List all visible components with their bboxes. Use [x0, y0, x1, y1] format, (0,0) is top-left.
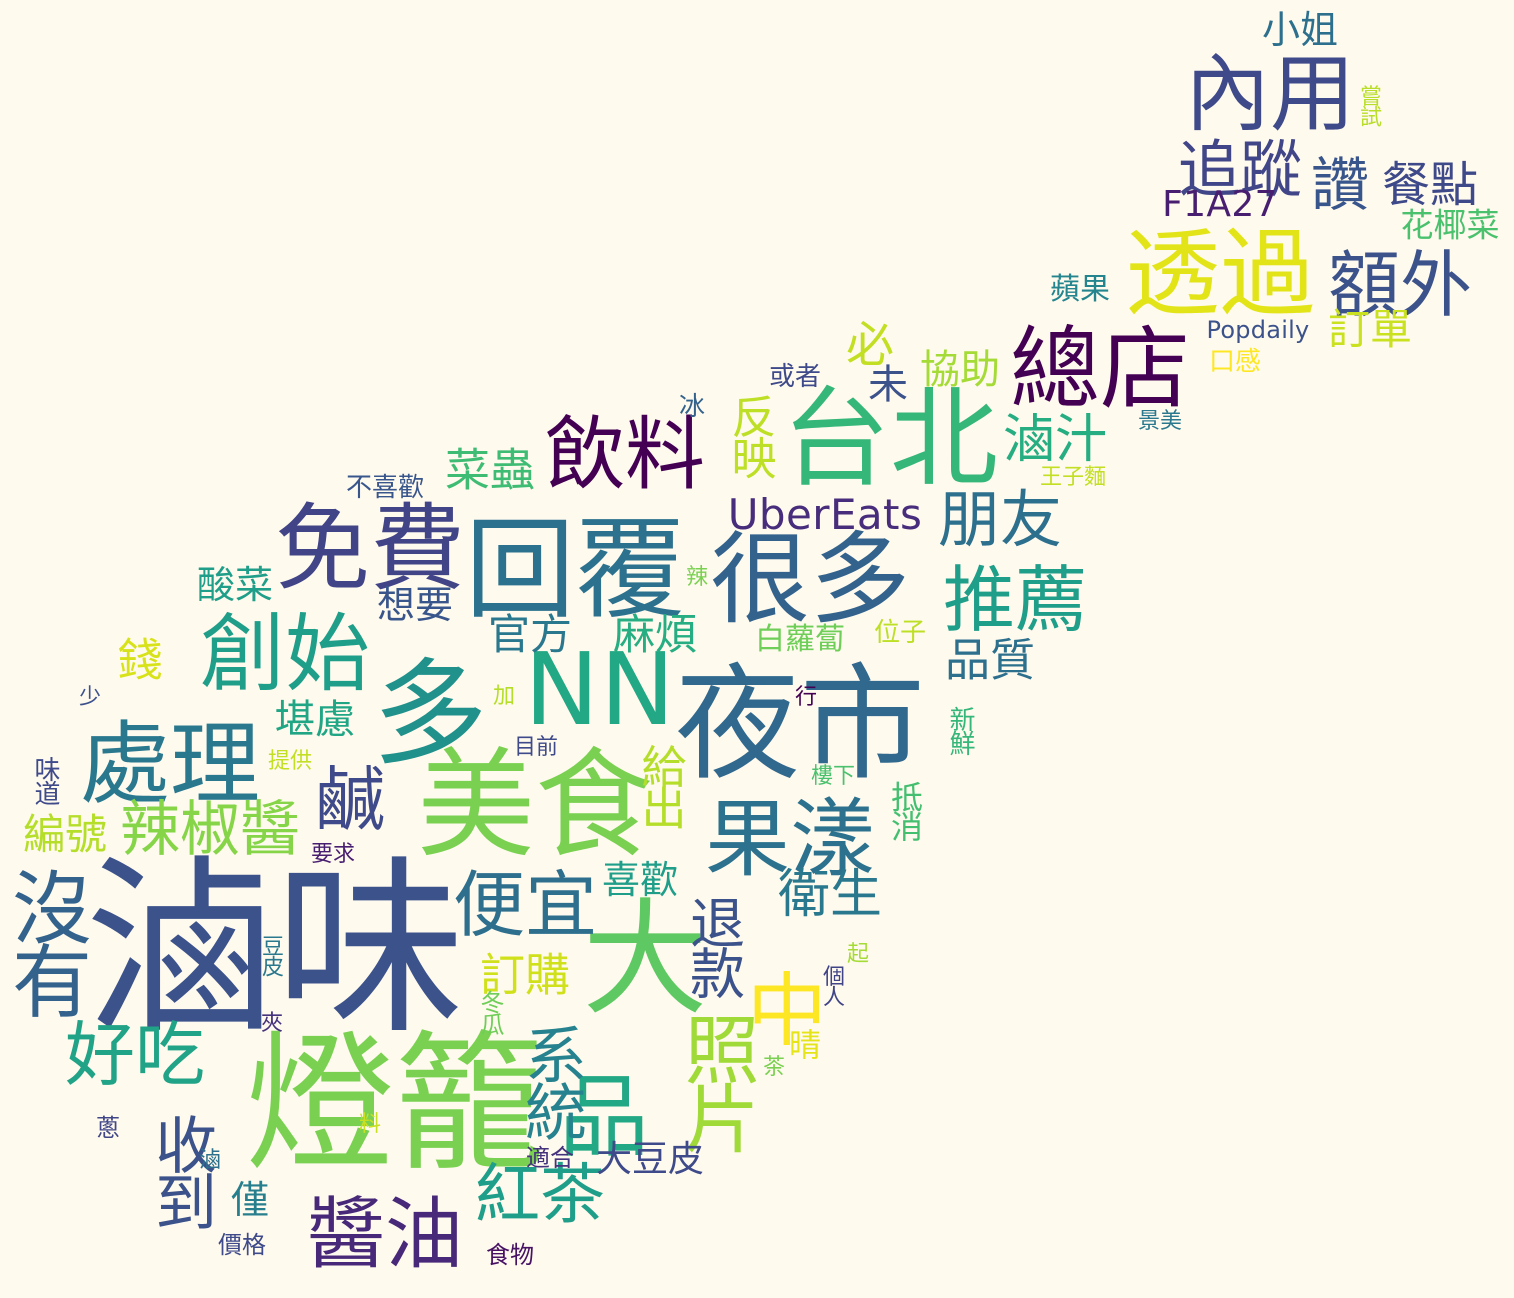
- word: 提供: [267, 749, 313, 774]
- word: 僅: [230, 1178, 270, 1222]
- word: 官方: [487, 610, 573, 659]
- word: 好吃: [65, 1014, 205, 1096]
- word: 讚: [1310, 151, 1370, 219]
- word: 編號: [22, 810, 108, 859]
- word: 中: [734, 968, 827, 1042]
- word: 喜歡: [601, 858, 679, 902]
- word: 嘗試: [1356, 84, 1381, 126]
- word: 花椰菜: [1400, 205, 1500, 245]
- word: 錢: [117, 633, 163, 687]
- word: 少: [78, 685, 102, 710]
- word: UberEats: [727, 490, 923, 539]
- word: 朋友: [937, 483, 1063, 556]
- word: 行: [794, 685, 818, 710]
- word: 透過: [1124, 219, 1316, 330]
- word: 收到: [144, 1112, 217, 1228]
- word: 內用: [1184, 45, 1356, 145]
- word: 酸菜: [196, 563, 274, 607]
- word: 很多: [710, 521, 910, 638]
- word: 創始: [199, 605, 371, 705]
- word: 或者: [768, 362, 822, 392]
- word: 冬瓜: [476, 989, 504, 1035]
- word: 處理: [80, 712, 260, 817]
- word: 回覆: [465, 506, 685, 634]
- word: 晴: [788, 1026, 822, 1064]
- word: 蘋果: [1050, 272, 1110, 307]
- word: 美食: [416, 736, 654, 874]
- word: 訂單: [1327, 305, 1413, 354]
- word: 起: [846, 942, 870, 967]
- word: 景美: [1137, 409, 1183, 434]
- word: 照片: [671, 1011, 760, 1149]
- word: 大: [582, 887, 708, 1033]
- word: 大豆皮: [595, 1139, 705, 1180]
- word: 價格: [218, 1231, 266, 1259]
- word: 便宜: [452, 863, 598, 947]
- word: 目前: [513, 735, 559, 760]
- word: 豆皮: [258, 934, 283, 976]
- word: NN: [524, 631, 676, 748]
- word: 衛生: [777, 865, 883, 925]
- word: 堪慮: [275, 697, 355, 743]
- word: 飲料: [545, 408, 705, 501]
- word: 滷味: [84, 839, 466, 1060]
- word: 王子麵: [1039, 465, 1107, 490]
- word: 未: [868, 362, 908, 408]
- word: 夾: [260, 1011, 284, 1036]
- word: 額外: [1327, 243, 1473, 327]
- word: 紅茶: [474, 1157, 606, 1233]
- word: 新鮮: [945, 706, 975, 754]
- word: 燈籠: [244, 1018, 546, 1192]
- word: 不喜歡: [345, 473, 425, 503]
- word: 食物: [486, 1241, 534, 1269]
- word: 給出: [633, 743, 687, 827]
- word: 品: [543, 1068, 648, 1152]
- word: 辣椒醬: [120, 795, 300, 865]
- word: 果漾: [704, 790, 876, 890]
- word: 鹹: [315, 759, 385, 841]
- word: 品質: [944, 633, 1036, 687]
- word: 總店: [1010, 317, 1190, 422]
- word: 推薦: [942, 558, 1088, 642]
- word: 白蘿蔔: [755, 622, 845, 657]
- word: 多: [372, 647, 488, 782]
- word: Popdaily: [1206, 316, 1310, 344]
- word: 位子: [873, 618, 927, 648]
- word: 味道: [30, 756, 60, 804]
- word: 追蹤: [1177, 133, 1303, 206]
- word: 免費: [274, 494, 466, 605]
- word: 茶: [762, 1055, 786, 1080]
- word: 冰: [678, 392, 706, 422]
- word: F1A27: [1162, 184, 1278, 225]
- word: 必: [845, 317, 895, 373]
- word: 系統: [514, 1022, 587, 1138]
- word: 台北: [781, 377, 999, 502]
- word: 滷汁: [1002, 410, 1108, 470]
- word: 加: [492, 684, 516, 709]
- word: 沒有: [0, 866, 92, 1014]
- word: 料: [358, 1112, 382, 1137]
- word: 口感: [1208, 347, 1262, 377]
- word: 訂購: [479, 948, 571, 1002]
- word: 反映: [723, 393, 777, 477]
- word: 辣: [685, 565, 709, 590]
- word: 個人: [819, 964, 844, 1006]
- word: 滷: [195, 1147, 220, 1169]
- word: 樓下: [810, 764, 856, 789]
- word: 蔥: [96, 1114, 120, 1142]
- word: 醬油: [306, 1190, 464, 1280]
- word: 想要: [376, 583, 454, 627]
- word: 菜蟲: [444, 443, 536, 497]
- word: 抵消: [886, 780, 924, 840]
- word: 退款: [680, 894, 745, 996]
- word: 夜市: [675, 652, 925, 798]
- word: 小姐: [1261, 8, 1339, 52]
- word: 協助: [920, 347, 1000, 393]
- word: 要求: [310, 842, 356, 867]
- word: 適合: [526, 1144, 574, 1172]
- word: 餐點: [1381, 157, 1479, 213]
- word: 麻煩: [612, 610, 698, 659]
